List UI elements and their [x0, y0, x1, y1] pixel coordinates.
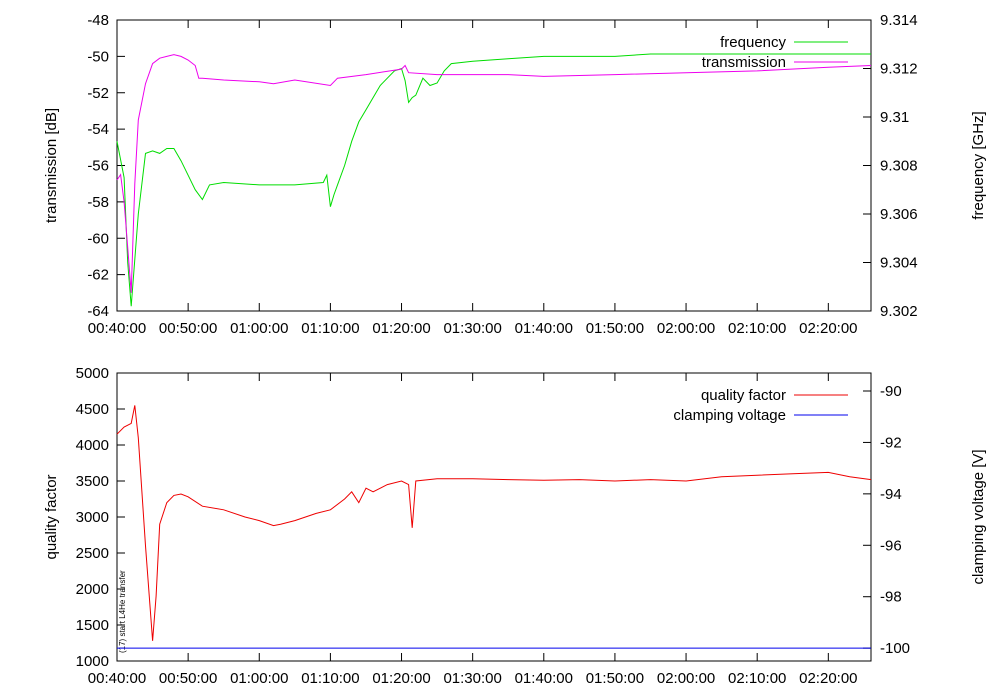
x-tick-label: 01:10:00 [301, 670, 359, 687]
y1-tick-label: -50 [87, 48, 109, 65]
y1-tick-label: 5000 [76, 365, 109, 382]
x-tick-label: 02:00:00 [657, 670, 715, 687]
y1-tick-label: -52 [87, 85, 109, 102]
y2-tick-label: -94 [880, 486, 902, 503]
x-tick-label: 00:40:00 [88, 670, 146, 687]
y2-tick-label: 9.302 [880, 303, 918, 320]
y2-tick-label: -92 [880, 434, 902, 451]
x-tick-label: 01:20:00 [372, 320, 430, 337]
x-tick-label: 02:10:00 [728, 670, 786, 687]
y2-tick-label: 9.314 [880, 12, 918, 29]
y1-tick-label: 1500 [76, 617, 109, 634]
y1-tick-label: -56 [87, 158, 109, 175]
annotation-label: (17) start L4He transfer [118, 570, 127, 653]
y1-tick-label: 3500 [76, 473, 109, 490]
x-tick-label: 01:20:00 [372, 670, 430, 687]
y1-axis-label: transmission [dB] [43, 108, 60, 223]
y1-tick-label: 2000 [76, 581, 109, 598]
x-tick-label: 01:00:00 [230, 670, 288, 687]
x-tick-label: 01:10:00 [301, 320, 359, 337]
x-tick-label: 00:50:00 [159, 670, 217, 687]
top-chart: 00:40:00 00:50:00 01:00:00 01:10:00 01:20:00… [43, 12, 987, 337]
legend-label: clamping voltage [673, 407, 786, 424]
x-tick-label: 01:50:00 [586, 670, 644, 687]
y2-tick-label: 9.312 [880, 61, 918, 78]
legend-label: quality factor [701, 387, 786, 404]
y1-tick-label: -58 [87, 194, 109, 211]
y2-tick-label: -96 [880, 537, 902, 554]
y1-tick-label: 1000 [76, 653, 109, 670]
x-tick-label: 02:00:00 [657, 320, 715, 337]
y1-tick-label: 3000 [76, 509, 109, 526]
series-line-frequency [116, 53, 871, 307]
y2-axis-label: clamping voltage [V] [970, 449, 987, 584]
x-tick-label: 02:10:00 [728, 320, 786, 337]
series-line-transmission [116, 54, 872, 293]
legend-label: frequency [720, 34, 786, 51]
series-line-quality-factor [116, 405, 872, 641]
y1-axis-label: quality factor [43, 474, 60, 559]
y2-tick-label: 9.304 [880, 255, 918, 272]
x-tick-label: 02:20:00 [799, 320, 857, 337]
y1-tick-label: -60 [87, 230, 109, 247]
y1-tick-label: -62 [87, 267, 109, 284]
y1-tick-label: 4000 [76, 437, 109, 454]
y1-tick-label: -48 [87, 12, 109, 29]
y2-tick-label: -90 [880, 383, 902, 400]
bottom-chart: 00:40:00 00:50:00 01:00:00 01:10:00 01:20:00… [43, 365, 987, 687]
y1-tick-label: -64 [87, 303, 109, 320]
y2-tick-label: 9.308 [880, 158, 918, 175]
y2-tick-label: -100 [880, 640, 910, 657]
y2-tick-label: -98 [880, 589, 902, 606]
y2-axis-label: frequency [GHz] [970, 111, 987, 219]
x-tick-label: 00:50:00 [159, 320, 217, 337]
x-tick-label: 01:30:00 [443, 670, 501, 687]
x-tick-label: 01:40:00 [515, 320, 573, 337]
y1-tick-label: -54 [87, 121, 109, 138]
x-tick-label: 02:20:00 [799, 670, 857, 687]
x-tick-label: 01:40:00 [515, 670, 573, 687]
x-tick-label: 01:50:00 [586, 320, 644, 337]
x-tick-label: 01:00:00 [230, 320, 288, 337]
x-tick-label: 01:30:00 [443, 320, 501, 337]
y1-tick-label: 2500 [76, 545, 109, 562]
y2-tick-label: 9.306 [880, 206, 918, 223]
y2-tick-label: 9.31 [880, 109, 909, 126]
x-tick-label: 00:40:00 [88, 320, 146, 337]
legend-label: transmission [702, 54, 786, 71]
y1-tick-label: 4500 [76, 401, 109, 418]
